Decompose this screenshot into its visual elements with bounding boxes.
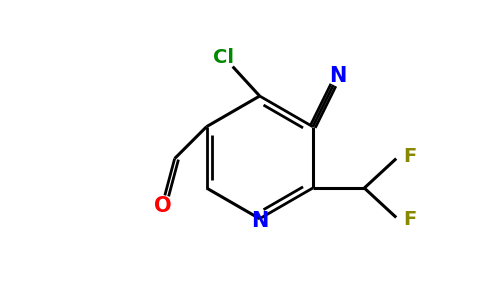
Text: F: F <box>404 147 417 166</box>
Text: N: N <box>329 66 347 86</box>
Text: O: O <box>153 196 171 216</box>
Text: Cl: Cl <box>213 48 234 67</box>
Text: N: N <box>251 211 268 231</box>
Text: F: F <box>404 210 417 230</box>
